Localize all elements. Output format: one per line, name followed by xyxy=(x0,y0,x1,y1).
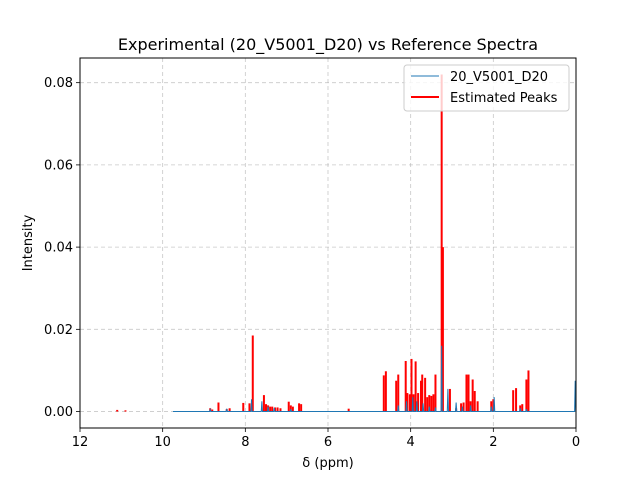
y-axis-label: Intensity xyxy=(21,214,36,271)
x-tick-label: 8 xyxy=(241,435,249,450)
x-tick-label: 0 xyxy=(572,435,580,450)
x-tick-label: 6 xyxy=(324,435,332,450)
x-tick-label: 12 xyxy=(72,435,89,450)
y-tick-label: 0.00 xyxy=(44,405,73,420)
x-axis-label: δ (ppm) xyxy=(302,456,353,471)
series-layer xyxy=(116,74,577,413)
y-tick-label: 0.02 xyxy=(44,323,73,338)
y-axis: 0.00 0.02 0.04 0.06 0.08 xyxy=(44,76,80,420)
estimated-peaks-series xyxy=(116,74,530,412)
x-tick-label: 10 xyxy=(154,435,171,450)
plot-area xyxy=(79,57,577,429)
x-axis: 12 10 8 6 4 2 0 xyxy=(72,428,580,450)
x-tick-label: 4 xyxy=(407,435,415,450)
y-tick-label: 0.08 xyxy=(44,76,73,91)
spectrum-line xyxy=(173,345,577,413)
legend-label-spectrum: 20_V5001_D20 xyxy=(450,70,548,85)
x-tick-label: 2 xyxy=(489,435,497,450)
legend-box xyxy=(403,64,570,112)
legend-label-estimated-peaks: Estimated Peaks xyxy=(450,91,558,106)
legend: 20_V5001_D20 Estimated Peaks xyxy=(403,64,570,112)
y-tick-label: 0.04 xyxy=(44,241,73,256)
chart-title: Experimental (20_V5001_D20) vs Reference… xyxy=(118,35,538,55)
y-tick-label: 0.06 xyxy=(44,158,73,173)
